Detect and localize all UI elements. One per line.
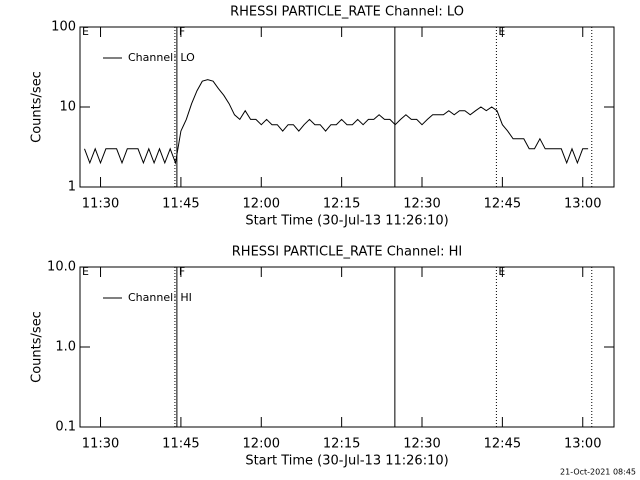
x-tick-label: 12:00	[243, 197, 280, 212]
x-tick-label: 12:30	[403, 437, 440, 452]
y-tick-label: 10	[59, 100, 76, 115]
x-tick-label: 12:45	[484, 197, 521, 212]
x-tick-label: 12:00	[243, 437, 280, 452]
chart-title: RHESSI PARTICLE_RATE Channel: HI	[232, 245, 462, 260]
x-tick-label: 11:30	[82, 437, 119, 452]
marker-label: E	[498, 25, 505, 38]
y-axis-label: Counts/sec	[30, 311, 45, 383]
y-tick-label: 0.1	[55, 420, 76, 435]
y-axis-label: Counts/sec	[30, 71, 45, 143]
legend-label: Channel: LO	[128, 51, 195, 64]
x-tick-label: 11:45	[162, 437, 199, 452]
x-tick-label: 12:45	[484, 437, 521, 452]
marker-label: E	[82, 265, 89, 278]
x-axis-label: Start Time (30-Jul-13 11:26:10)	[245, 454, 448, 469]
marker-label: F	[179, 25, 185, 38]
marker-label: F	[179, 265, 185, 278]
footer: 21-Oct-2021 08:45	[560, 468, 636, 477]
legend-label: Channel: HI	[128, 291, 192, 304]
y-tick-label: 1.0	[55, 340, 76, 355]
x-tick-label: 12:30	[403, 197, 440, 212]
x-tick-label: 12:15	[323, 437, 360, 452]
y-tick-label: 100	[51, 20, 76, 35]
chart-title: RHESSI PARTICLE_RATE Channel: LO	[230, 5, 464, 20]
series-line	[84, 79, 589, 165]
marker-label: E	[498, 265, 505, 278]
x-tick-label: 11:30	[82, 197, 119, 212]
x-tick-label: 12:15	[323, 197, 360, 212]
x-tick-label: 11:45	[162, 197, 199, 212]
x-tick-label: 13:00	[564, 437, 601, 452]
x-axis-label: Start Time (30-Jul-13 11:26:10)	[245, 214, 448, 229]
y-tick-label: 1	[68, 180, 76, 195]
y-tick-label: 10.0	[47, 260, 76, 275]
marker-label: E	[82, 25, 89, 38]
x-tick-label: 13:00	[564, 197, 601, 212]
